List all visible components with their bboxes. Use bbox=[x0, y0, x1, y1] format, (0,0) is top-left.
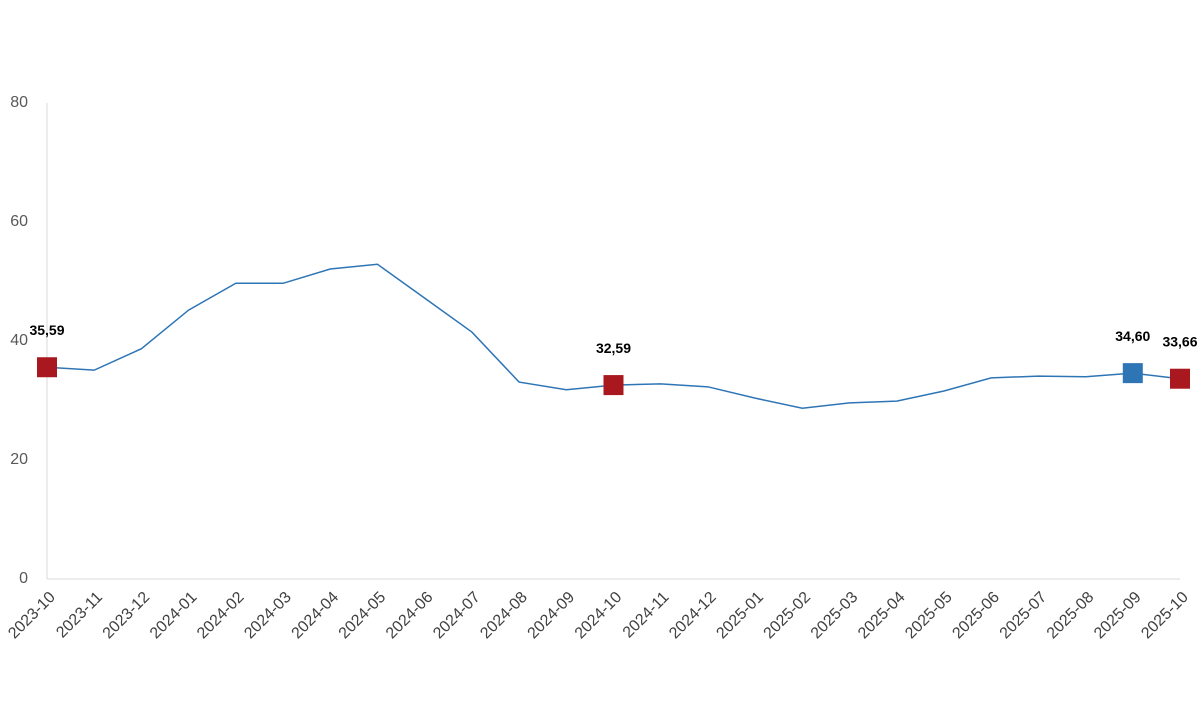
marker bbox=[1122, 363, 1143, 384]
x-tick-label: 2024-11 bbox=[620, 589, 673, 642]
y-tick-label: 40 bbox=[10, 332, 28, 349]
x-tick-label: 2024-08 bbox=[477, 589, 531, 643]
data-label: 35,59 bbox=[29, 322, 64, 338]
x-tick-label: 2025-02 bbox=[761, 589, 815, 643]
x-tick-label: 2025-07 bbox=[997, 589, 1051, 643]
y-tick-label: 80 bbox=[10, 94, 28, 111]
x-tick-label: 2025-03 bbox=[808, 589, 862, 643]
y-tick-label: 20 bbox=[10, 451, 28, 468]
x-tick-label: 2024-01 bbox=[147, 589, 201, 643]
x-tick-label: 2025-09 bbox=[1091, 589, 1145, 643]
y-tick-label: 60 bbox=[10, 213, 28, 230]
x-tick-label: 2024-05 bbox=[336, 589, 390, 643]
x-tick-label: 2023-12 bbox=[100, 589, 154, 643]
x-tick-label: 2025-10 bbox=[1138, 589, 1192, 643]
x-tick-label: 2024-04 bbox=[289, 589, 343, 643]
marker bbox=[1170, 368, 1190, 389]
x-tick-label: 2024-03 bbox=[241, 589, 295, 643]
data-label: 33,66 bbox=[1162, 333, 1197, 349]
marker bbox=[37, 357, 57, 378]
x-tick-label: 2025-06 bbox=[949, 589, 1003, 643]
data-label: 32,59 bbox=[596, 340, 631, 356]
x-tick-label: 2024-12 bbox=[666, 589, 720, 643]
data-label: 34,60 bbox=[1115, 328, 1150, 344]
marker bbox=[603, 375, 624, 396]
y-tick-label: 0 bbox=[19, 570, 28, 587]
x-tick-label: 2024-06 bbox=[383, 589, 437, 643]
x-tick-label: 2025-04 bbox=[855, 589, 909, 643]
x-tick-label: 2024-10 bbox=[572, 589, 626, 643]
x-tick-label: 2024-07 bbox=[430, 589, 484, 643]
x-tick-label: 2024-02 bbox=[194, 589, 248, 643]
x-tick-label: 2024-09 bbox=[525, 589, 579, 643]
x-tick-label: 2023-10 bbox=[5, 589, 59, 643]
x-tick-label: 2025-01 bbox=[713, 589, 767, 643]
x-tick-label: 2025-05 bbox=[902, 589, 956, 643]
x-tick-label: 2025-08 bbox=[1044, 589, 1098, 643]
x-tick-label: 2023-11 bbox=[53, 589, 106, 642]
